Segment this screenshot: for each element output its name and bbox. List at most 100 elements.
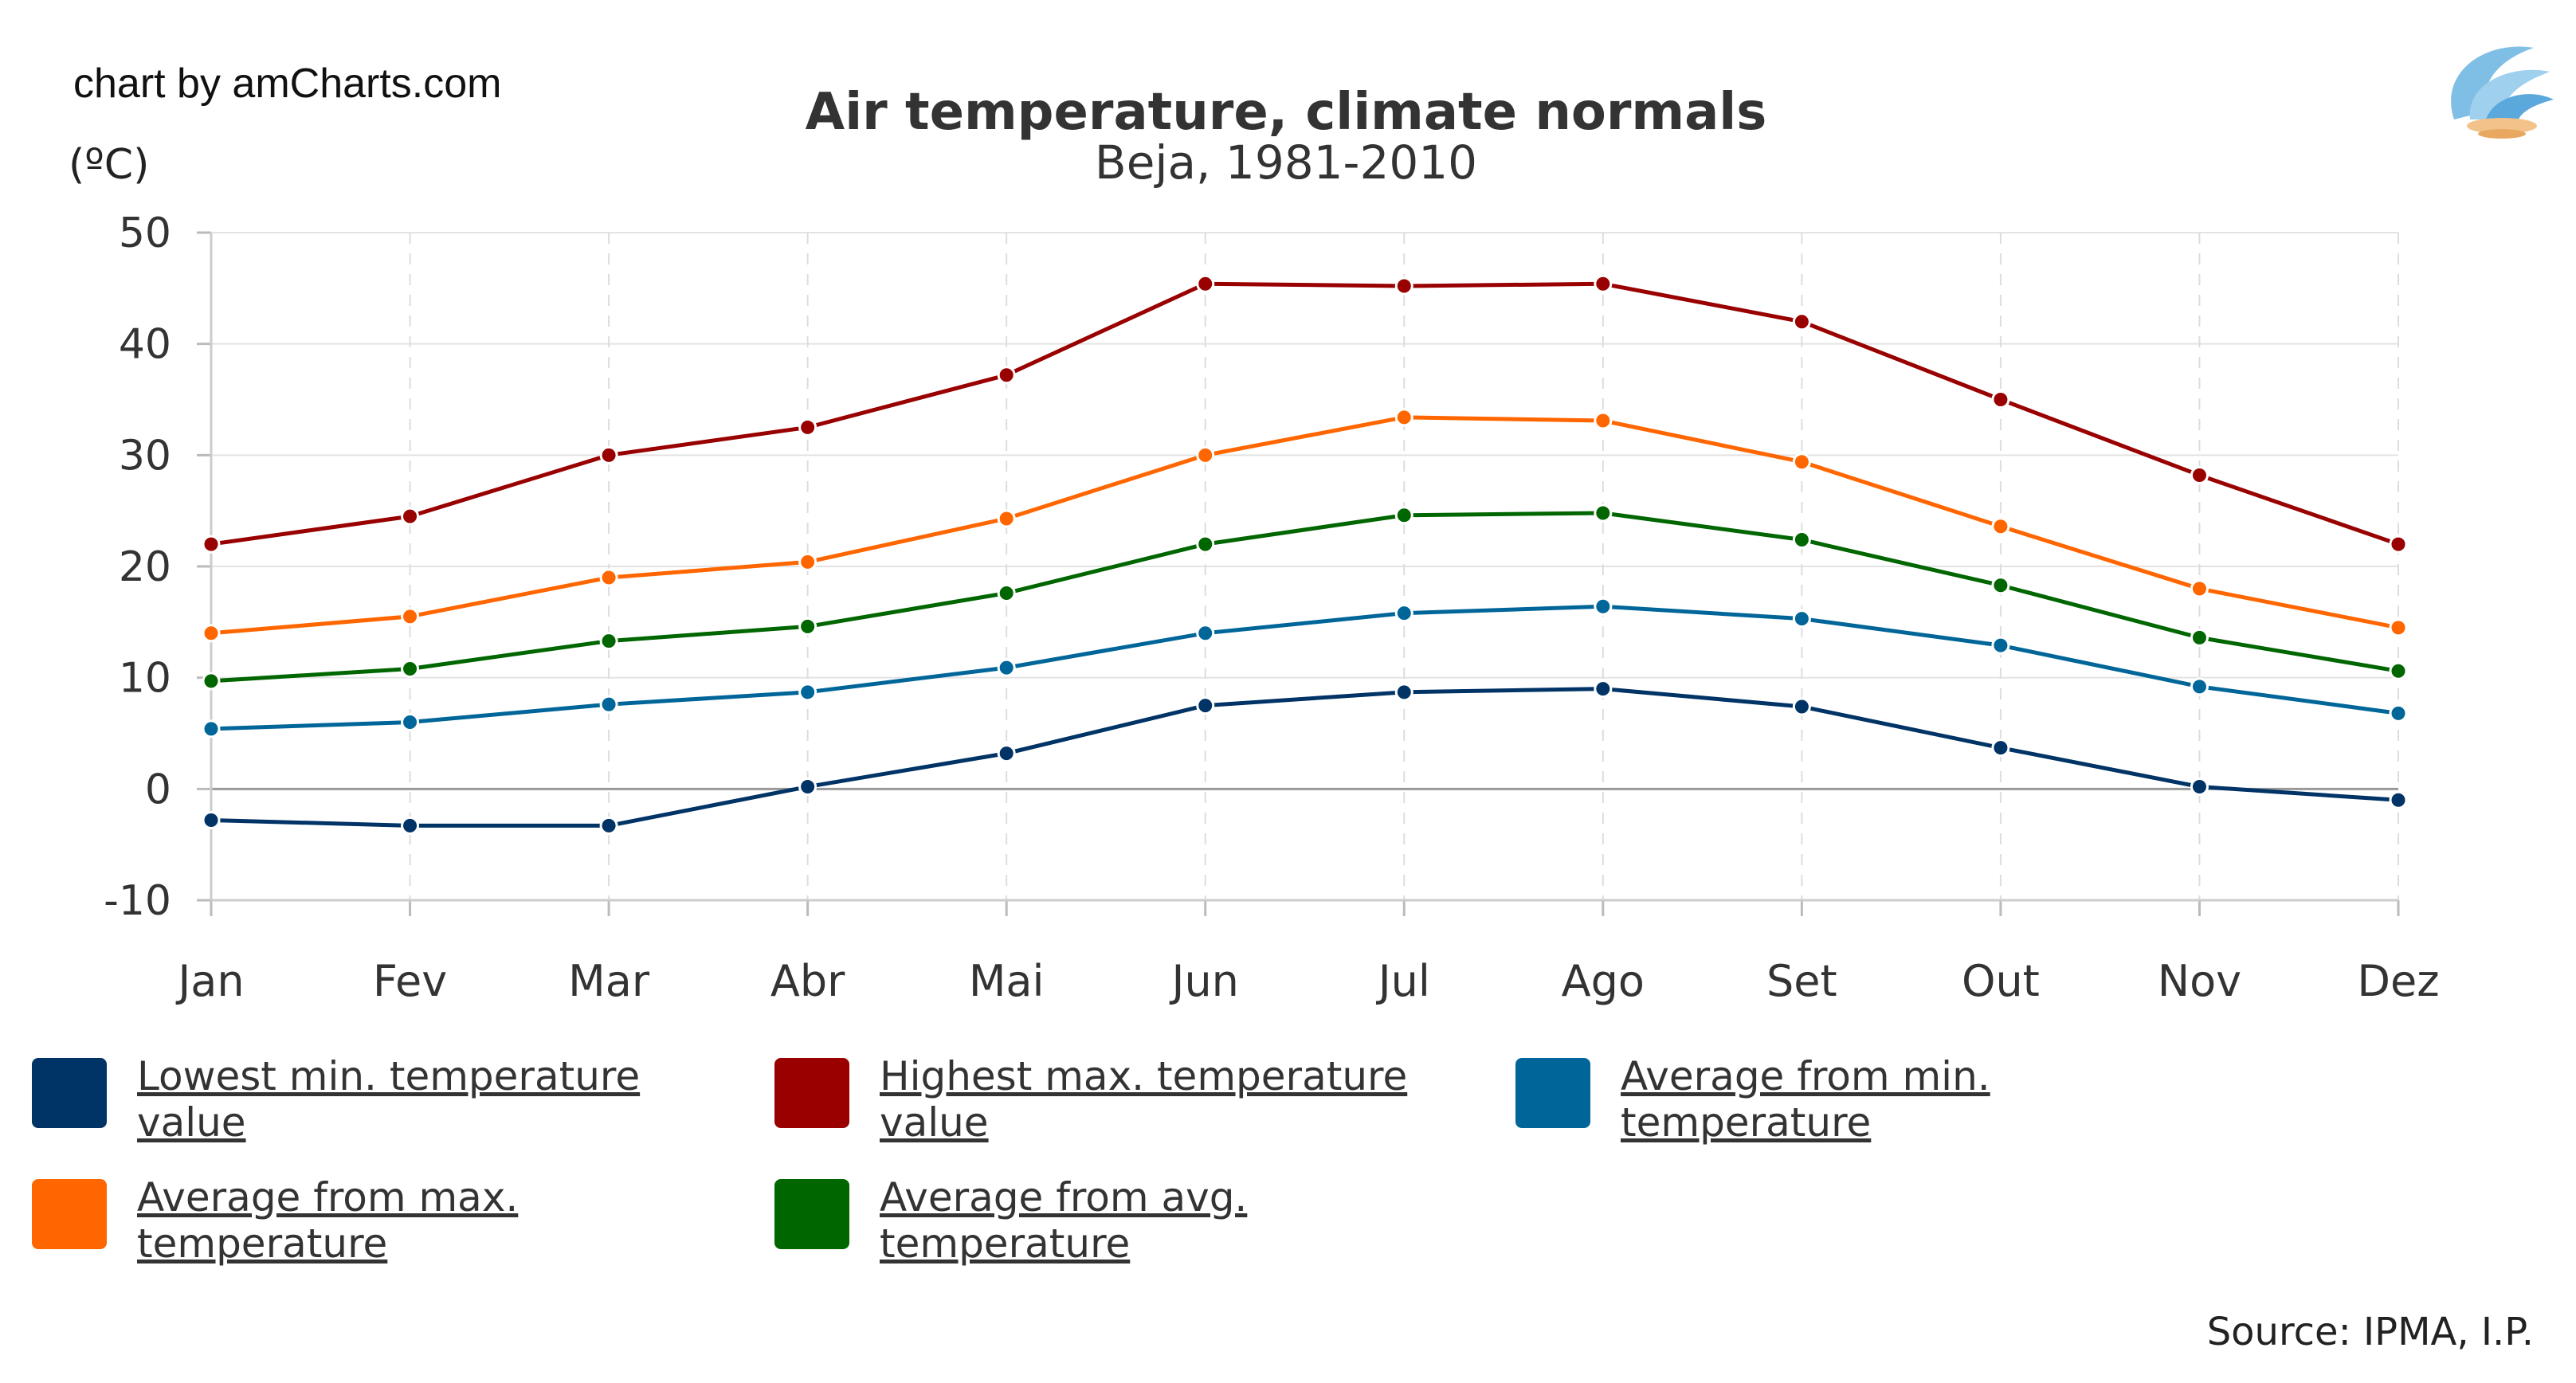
x-tick-label: Fev	[373, 956, 447, 1006]
data-point[interactable]	[1991, 517, 2010, 536]
data-point[interactable]	[1991, 576, 2010, 595]
data-point[interactable]	[997, 366, 1016, 385]
legend-swatch	[1515, 1058, 1590, 1128]
data-point[interactable]	[798, 417, 817, 437]
data-point[interactable]	[1594, 597, 1613, 616]
data-point[interactable]	[1394, 683, 1413, 702]
data-point[interactable]	[1196, 535, 1215, 554]
data-point[interactable]	[1991, 739, 2010, 758]
series-line	[210, 281, 2399, 547]
legend-label: Lowest min. temperature value	[137, 1053, 640, 1146]
data-point[interactable]	[1394, 506, 1413, 525]
axis-layer: -10 0 10 20 30 40 50 Jan Fev Mar Abr Mai Jun Jul Ago Se…	[104, 210, 2440, 1006]
data-point[interactable]	[599, 445, 618, 464]
data-point[interactable]	[2389, 790, 2408, 809]
data-point[interactable]	[2190, 465, 2209, 484]
y-tick-label: 0	[145, 766, 171, 813]
data-point[interactable]	[1394, 408, 1413, 427]
legend-label: Average from max. temperature	[137, 1174, 518, 1267]
legend-item[interactable]: Highest max. temperature value	[774, 1053, 1407, 1146]
series-group	[202, 597, 2408, 739]
series-group	[202, 274, 2408, 554]
data-point[interactable]	[1594, 680, 1613, 699]
data-point[interactable]	[401, 507, 420, 526]
legend-label: Highest max. temperature value	[880, 1053, 1407, 1146]
data-point[interactable]	[202, 719, 221, 739]
y-tick-label: 30	[119, 432, 171, 480]
data-point[interactable]	[2389, 661, 2408, 680]
data-point[interactable]	[1196, 696, 1215, 715]
data-point[interactable]	[1594, 411, 1613, 430]
series-line	[210, 415, 2399, 636]
data-point[interactable]	[2190, 677, 2209, 696]
data-point[interactable]	[1594, 274, 1613, 293]
legend-item[interactable]: Average from avg. temperature	[774, 1174, 1247, 1267]
data-point[interactable]	[997, 658, 1016, 677]
data-point[interactable]	[1792, 609, 1811, 629]
data-point[interactable]	[798, 778, 817, 797]
data-point[interactable]	[401, 713, 420, 732]
series-group	[202, 503, 2408, 691]
x-tick-label: Jul	[1376, 956, 1430, 1006]
series-line	[210, 687, 2399, 828]
data-point[interactable]	[1394, 604, 1413, 623]
data-point[interactable]	[1991, 636, 2010, 655]
legend-swatch	[774, 1058, 849, 1128]
data-point[interactable]	[1394, 276, 1413, 296]
data-point[interactable]	[997, 744, 1016, 763]
data-point[interactable]	[401, 816, 420, 835]
y-unit-label: (ºC)	[69, 141, 149, 189]
x-tick-label: Out	[1962, 956, 2040, 1006]
series-line	[210, 604, 2399, 731]
x-tick-label: Ago	[1562, 956, 1645, 1006]
chart-subtitle: Beja, 1981-2010	[1095, 135, 1477, 190]
data-point[interactable]	[599, 695, 618, 714]
data-point[interactable]	[599, 632, 618, 651]
y-tick-label: 20	[119, 543, 171, 591]
data-point[interactable]	[401, 659, 420, 678]
legend-swatch	[32, 1179, 107, 1249]
data-point[interactable]	[202, 810, 221, 829]
ipma-wave-logo-icon	[2451, 46, 2554, 139]
amcharts-credit-link[interactable]: chart by amCharts.com	[73, 61, 502, 107]
data-point[interactable]	[202, 672, 221, 691]
legend-label: Average from avg. temperature	[880, 1174, 1247, 1267]
data-point[interactable]	[401, 607, 420, 626]
data-point[interactable]	[798, 552, 817, 571]
data-point[interactable]	[599, 816, 618, 835]
data-point[interactable]	[798, 683, 817, 702]
data-point[interactable]	[1594, 503, 1613, 523]
series-line	[210, 511, 2399, 684]
data-point[interactable]	[2190, 778, 2209, 797]
data-point[interactable]	[1792, 453, 1811, 472]
data-point[interactable]	[1792, 530, 1811, 549]
source-note: Source: IPMA, I.P.	[2207, 1310, 2534, 1354]
legend-item[interactable]: Average from min. temperature	[1515, 1053, 1990, 1146]
data-point[interactable]	[1196, 624, 1215, 643]
data-point[interactable]	[202, 624, 221, 643]
data-point[interactable]	[2190, 579, 2209, 598]
legend-item[interactable]: Lowest min. temperature value	[32, 1053, 640, 1146]
legend-label: Average from min. temperature	[1621, 1053, 1990, 1146]
chart-title: Air temperature, climate normals	[806, 83, 1767, 142]
data-point[interactable]	[997, 509, 1016, 528]
series-layer	[202, 274, 2408, 835]
data-point[interactable]	[1991, 390, 2010, 409]
data-point[interactable]	[2389, 703, 2408, 723]
legend-item[interactable]: Average from max. temperature	[32, 1174, 518, 1267]
data-point[interactable]	[2190, 628, 2209, 647]
data-point[interactable]	[798, 617, 817, 636]
data-point[interactable]	[997, 584, 1016, 603]
data-point[interactable]	[599, 568, 618, 587]
series-group	[202, 408, 2408, 643]
data-point[interactable]	[2389, 535, 2408, 554]
x-tick-label: Mai	[969, 956, 1045, 1006]
data-point[interactable]	[202, 535, 221, 554]
data-point[interactable]	[1196, 274, 1215, 293]
data-point[interactable]	[1792, 697, 1811, 716]
data-point[interactable]	[1196, 445, 1215, 464]
data-point[interactable]	[2389, 618, 2408, 637]
data-point[interactable]	[1792, 312, 1811, 331]
